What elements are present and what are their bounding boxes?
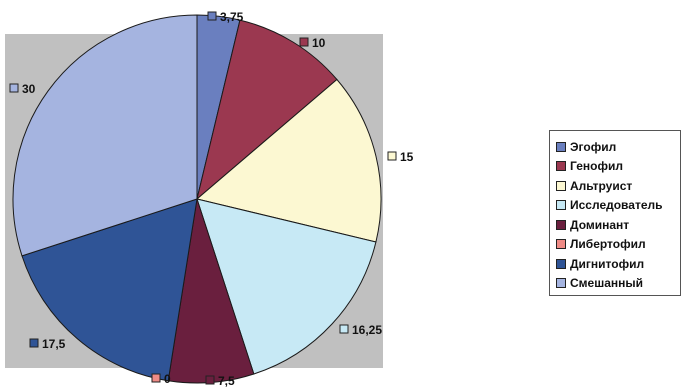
data-label: 7,5 — [218, 374, 235, 388]
legend: Эгофил Генофил Альтруист Исследователь Д… — [549, 130, 681, 296]
pie-slice — [195, 78, 382, 243]
data-label-swatch — [387, 151, 397, 161]
legend-label: Дигнитофил — [570, 256, 645, 271]
data-label: 10 — [312, 36, 326, 50]
data-label: 16,25 — [352, 323, 382, 337]
legend-item: Генофил — [556, 157, 680, 177]
data-label-swatch — [29, 338, 39, 348]
legend-label: Доминант — [570, 217, 630, 232]
data-label: 30 — [22, 82, 36, 96]
legend-item: Эгофил — [556, 137, 680, 157]
legend-item: Смешанный — [556, 274, 680, 294]
legend-swatch — [556, 141, 566, 152]
legend-item: Исследователь — [556, 196, 680, 216]
legend-label: Эгофил — [570, 139, 617, 154]
legend-swatch — [556, 200, 566, 211]
legend-label: Исследователь — [570, 198, 663, 213]
legend-swatch — [556, 180, 566, 191]
data-label-swatch — [339, 324, 349, 334]
data-label-swatch — [151, 373, 161, 383]
pie-slice — [21, 198, 198, 382]
legend-label: Смешанный — [570, 276, 644, 291]
legend-label: Генофил — [570, 159, 623, 174]
data-label-swatch — [9, 83, 19, 93]
legend-item: Альтруист — [556, 176, 680, 196]
data-label-swatch — [205, 375, 215, 385]
data-label-swatch — [299, 37, 309, 47]
legend-swatch — [556, 219, 566, 230]
legend-label: Либертофил — [570, 237, 646, 252]
pie-slice — [196, 19, 338, 201]
data-label: 17,5 — [42, 337, 66, 351]
legend-swatch — [556, 161, 566, 172]
pie-slice — [12, 14, 198, 257]
data-label: 0 — [164, 372, 171, 386]
legend-item: Доминант — [556, 215, 680, 235]
data-label: 3,75 — [220, 10, 244, 24]
legend-swatch — [556, 258, 566, 269]
legend-item: Либертофил — [556, 235, 680, 255]
data-label-swatch — [207, 11, 217, 21]
legend-swatch — [556, 239, 566, 250]
pie-slice — [196, 198, 377, 375]
legend-item: Дигнитофил — [556, 254, 680, 274]
legend-label: Альтруист — [570, 178, 633, 193]
legend-swatch — [556, 278, 566, 289]
data-label: 15 — [400, 150, 414, 164]
